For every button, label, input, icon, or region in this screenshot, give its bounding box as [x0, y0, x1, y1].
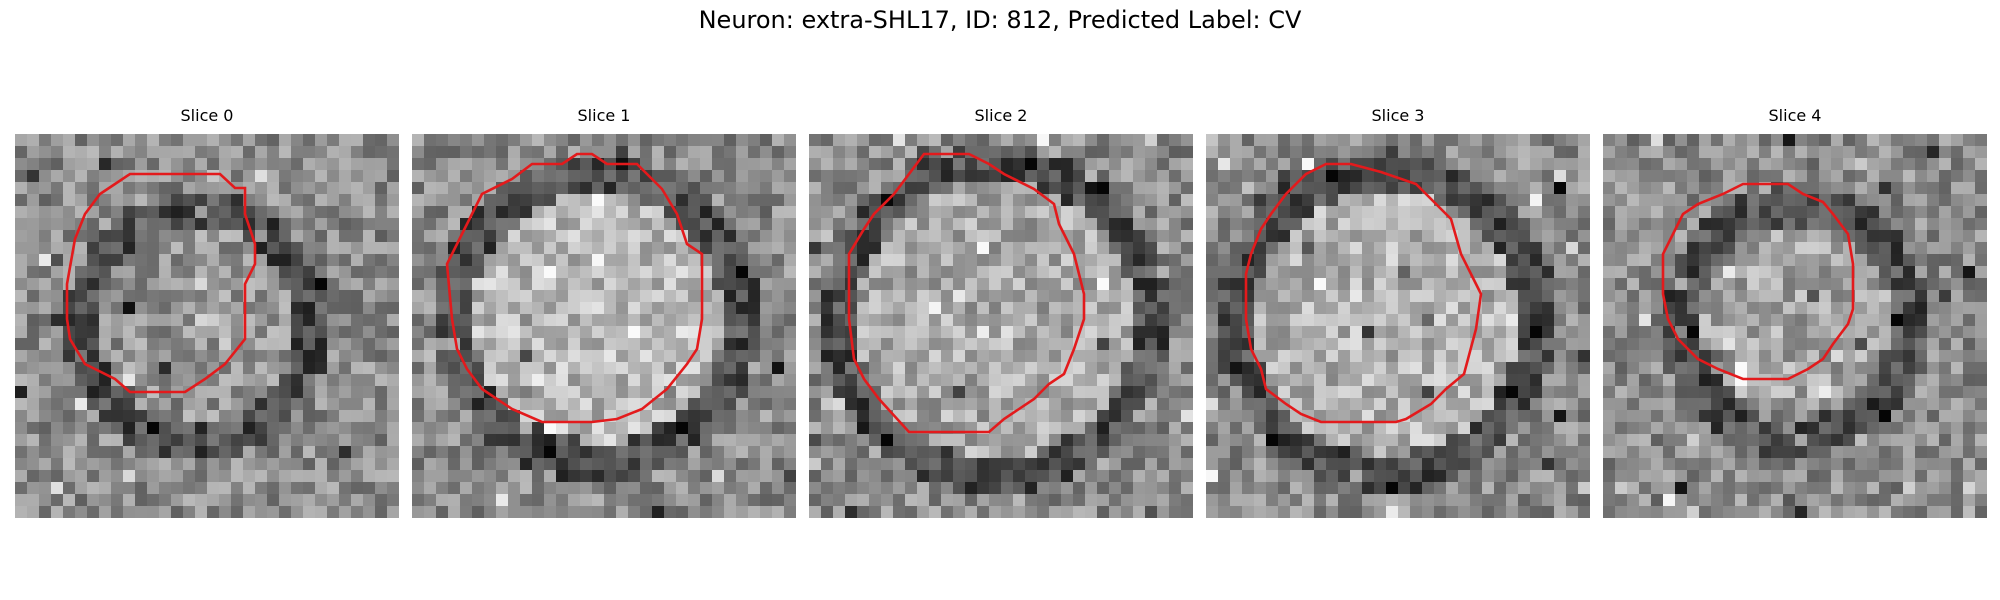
- slice-title-4: Slice 4: [1768, 106, 1822, 125]
- segmentation-contour: [1661, 182, 1855, 381]
- slice-title-0: Slice 0: [180, 106, 234, 125]
- slice-image-2: [809, 134, 1193, 518]
- segmentation-contour: [445, 152, 704, 424]
- slice-panel-4: Slice 4: [1603, 106, 1987, 520]
- slice-image-0: [15, 134, 399, 518]
- slice-title-3: Slice 3: [1371, 106, 1425, 125]
- segmentation-contour: [847, 152, 1086, 434]
- segmentation-contour: [65, 172, 257, 394]
- slice-title-2: Slice 2: [974, 106, 1028, 125]
- segmentation-contour: [1244, 162, 1483, 424]
- figure-title: Neuron: extra-SHL17, ID: 812, Predicted …: [698, 6, 1302, 34]
- slice-panel-0: Slice 0: [15, 106, 399, 520]
- pixel-grid: [809, 134, 1193, 518]
- slice-image-4: [1603, 134, 1987, 518]
- slice-image-3: [1206, 134, 1590, 518]
- slice-panel-3: Slice 3: [1206, 106, 1590, 520]
- slice-image-1: [412, 134, 796, 518]
- slice-title-1: Slice 1: [577, 106, 631, 125]
- slice-panel-1: Slice 1: [412, 106, 796, 520]
- pixel-grid: [15, 134, 399, 518]
- slice-panel-2: Slice 2: [809, 106, 1193, 520]
- pixel-grid: [412, 134, 796, 518]
- pixel-grid: [1206, 134, 1590, 518]
- pixel-grid: [1603, 134, 1987, 518]
